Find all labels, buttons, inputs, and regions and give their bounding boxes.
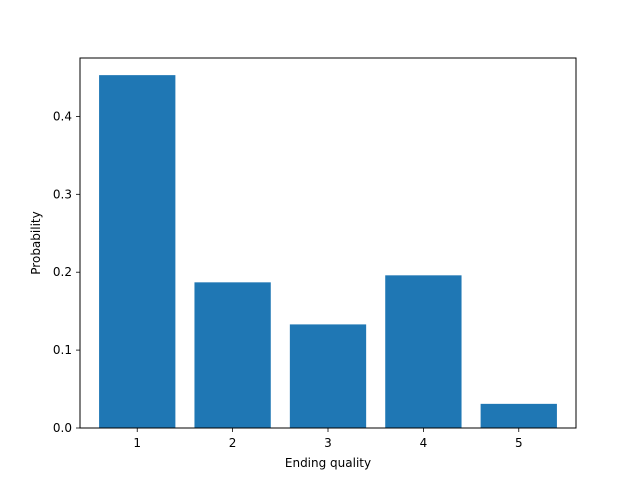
bars-group bbox=[99, 75, 557, 428]
y-tick-label: 0.2 bbox=[53, 265, 72, 279]
bar-4 bbox=[385, 275, 462, 428]
y-tick-label: 0.3 bbox=[53, 187, 72, 201]
y-tick-label: 0.0 bbox=[53, 421, 72, 435]
bar-2 bbox=[194, 282, 271, 428]
x-axis-label: Ending quality bbox=[285, 456, 371, 470]
y-tick-label: 0.1 bbox=[53, 343, 72, 357]
bar-5 bbox=[480, 403, 557, 428]
x-tick-label: 3 bbox=[324, 436, 332, 450]
x-tick-label: 1 bbox=[133, 436, 141, 450]
y-axis: 0.0 0.1 0.2 0.3 0.4 bbox=[53, 109, 80, 435]
bar-3 bbox=[289, 324, 367, 428]
x-tick-label: 4 bbox=[420, 436, 428, 450]
y-axis-label: Probability bbox=[29, 211, 43, 274]
x-tick-label: 5 bbox=[515, 436, 523, 450]
x-axis: 1 2 3 4 5 bbox=[133, 428, 523, 450]
y-tick-label: 0.4 bbox=[53, 109, 72, 123]
bar-1 bbox=[99, 75, 176, 428]
x-tick-label: 2 bbox=[229, 436, 237, 450]
